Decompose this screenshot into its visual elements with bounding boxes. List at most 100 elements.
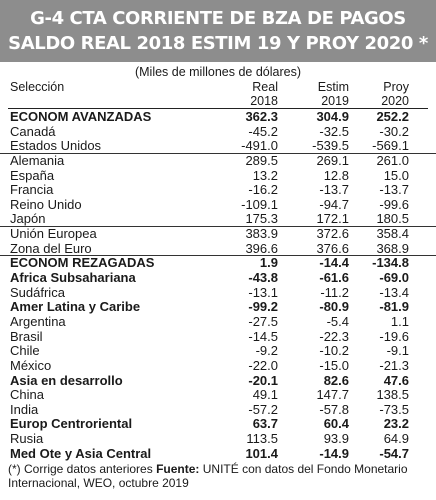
- value-proy-2020: 261.0: [376, 152, 409, 168]
- row-name: Estados Unidos: [10, 138, 102, 154]
- table-row: India -57.2 -57.8 -73.5: [0, 401, 436, 418]
- header-col1-line1: Real: [252, 80, 278, 94]
- value-real-2018: 175.3: [245, 211, 278, 227]
- row-name: Brasil: [10, 328, 43, 344]
- value-proy-2020: -9.1: [386, 343, 409, 359]
- value-real-2018: 289.5: [245, 152, 278, 168]
- title-line-2: SALDO REAL 2018 ESTIM 19 Y PROY 2020 *: [8, 33, 428, 54]
- value-real-2018: -109.1: [241, 196, 278, 212]
- value-real-2018: -43.8: [248, 270, 278, 286]
- value-proy-2020: 47.6: [383, 372, 409, 388]
- value-estim-2019: -61.6: [319, 270, 349, 286]
- value-real-2018: 362.3: [245, 109, 278, 124]
- header-col3: Proy 2020: [339, 80, 409, 108]
- row-name: China: [10, 387, 44, 403]
- table-row: Europ Centroriental 63.7 60.4 23.2: [0, 417, 436, 432]
- value-proy-2020: -99.6: [379, 196, 409, 212]
- footnote-source-text: UNITÉ con datos del Fondo Monetario Inte…: [8, 462, 408, 490]
- table-row: Rusia 113.5 93.9 64.9: [0, 431, 436, 447]
- footnote: (*) Corrige datos anteriores Fuente: UNI…: [8, 462, 432, 490]
- table-row: Brasil -14.5 -22.3 -19.6: [0, 328, 436, 345]
- value-estim-2019: -80.9: [319, 299, 349, 315]
- row-name: Amer Latina y Caribe: [10, 299, 141, 315]
- value-estim-2019: -15.0: [319, 357, 349, 373]
- value-real-2018: 396.6: [245, 240, 278, 256]
- value-proy-2020: -134.8: [372, 255, 409, 271]
- value-estim-2019: 376.6: [316, 240, 349, 256]
- value-real-2018: -13.1: [248, 284, 278, 300]
- header-col3-line1: Proy: [383, 80, 409, 94]
- footnote-note: (*) Corrige datos anteriores: [8, 462, 157, 476]
- row-name: Francia: [10, 182, 54, 198]
- row-name: España: [10, 167, 55, 183]
- value-estim-2019: 12.8: [323, 167, 349, 183]
- table-row: Africa Subsahariana -43.8 -61.6 -69.0: [0, 270, 436, 286]
- value-proy-2020: 368.9: [376, 240, 409, 256]
- value-real-2018: 101.4: [245, 445, 278, 461]
- table-row: México -22.0 -15.0 -21.3: [0, 357, 436, 374]
- value-proy-2020: -19.6: [379, 328, 409, 344]
- value-real-2018: -16.2: [248, 182, 278, 198]
- table-row: Asia en desarrollo -20.1 82.6 47.6: [0, 372, 436, 389]
- table-row: España 13.2 12.8 15.0: [0, 167, 436, 184]
- table-row: Japón 175.3 172.1 180.5: [0, 211, 436, 228]
- row-name: Reino Unido: [10, 196, 82, 212]
- header-col2: Estim 2019: [279, 80, 349, 108]
- value-proy-2020: -69.0: [379, 270, 409, 286]
- value-estim-2019: -14.9: [319, 445, 349, 461]
- row-name: Africa Subsahariana: [10, 270, 136, 286]
- value-real-2018: -20.1: [248, 372, 278, 388]
- header-selection: Selección: [10, 80, 65, 94]
- value-real-2018: -45.2: [248, 123, 278, 139]
- value-proy-2020: 1.1: [390, 313, 409, 329]
- value-estim-2019: -22.3: [319, 328, 349, 344]
- header-col2-line1: Estim: [317, 80, 349, 94]
- table-row: Amer Latina y Caribe -99.2 -80.9 -81.9: [0, 300, 436, 315]
- value-real-2018: 113.5: [246, 431, 278, 447]
- value-real-2018: 13.2: [252, 167, 278, 183]
- value-estim-2019: -57.8: [319, 401, 349, 417]
- row-name: México: [10, 357, 52, 373]
- row-name: Japón: [10, 211, 46, 227]
- value-proy-2020: 23.2: [383, 416, 409, 432]
- value-real-2018: -14.5: [248, 328, 278, 344]
- value-estim-2019: -94.7: [319, 196, 349, 212]
- value-estim-2019: -11.2: [320, 284, 349, 300]
- value-proy-2020: 252.2: [376, 109, 409, 124]
- value-real-2018: -491.0: [241, 138, 278, 154]
- value-estim-2019: 304.9: [316, 109, 349, 124]
- value-estim-2019: 372.6: [316, 226, 349, 242]
- value-estim-2019: -5.4: [326, 313, 349, 329]
- row-name: Asia en desarrollo: [10, 372, 123, 388]
- table-row: Unión Europea 383.9 372.6 358.4: [0, 226, 436, 242]
- title-line-1: G-4 CTA CORRIENTE DE BZA DE PAGOS: [30, 8, 406, 29]
- data-table: ECONOM AVANZADAS 362.3 304.9 252.2 Canadá -45…: [0, 109, 436, 461]
- units-caption: (Miles de millones de dólares): [134, 65, 302, 79]
- table-row: Francia -16.2 -13.7 -13.7: [0, 183, 436, 198]
- title-banner: G-4 CTA CORRIENTE DE BZA DE PAGOS SALDO …: [0, 0, 436, 62]
- value-proy-2020: 15.0: [383, 167, 409, 183]
- value-proy-2020: -81.9: [379, 299, 409, 315]
- value-proy-2020: -569.1: [372, 138, 409, 154]
- table-row: Estados Unidos -491.0 -539.5 -569.1: [0, 139, 436, 154]
- table-row: ECONOM AVANZADAS 362.3 304.9 252.2: [0, 109, 436, 125]
- row-name: Med Ote y Asia Central: [10, 445, 152, 461]
- row-name: Canadá: [10, 123, 56, 139]
- row-name: ECONOM REZAGADAS: [10, 255, 155, 271]
- row-name: ECONOM AVANZADAS: [10, 109, 152, 124]
- value-real-2018: 63.7: [252, 416, 278, 432]
- value-estim-2019: 60.4: [323, 416, 349, 432]
- value-real-2018: 49.1: [252, 387, 278, 403]
- value-real-2018: 1.9: [259, 255, 278, 271]
- value-estim-2019: -539.5: [312, 138, 349, 154]
- value-proy-2020: -30.2: [379, 123, 409, 139]
- table-row: Chile -9.2 -10.2 -9.1: [0, 344, 436, 359]
- value-estim-2019: 93.9: [323, 431, 349, 447]
- value-proy-2020: 180.5: [376, 211, 409, 227]
- row-name: Sudáfrica: [10, 284, 65, 300]
- row-name: Chile: [10, 343, 40, 359]
- value-proy-2020: -21.3: [379, 357, 409, 373]
- value-estim-2019: -10.2: [319, 343, 349, 359]
- value-real-2018: 383.9: [245, 226, 278, 242]
- value-proy-2020: -13.4: [379, 284, 409, 300]
